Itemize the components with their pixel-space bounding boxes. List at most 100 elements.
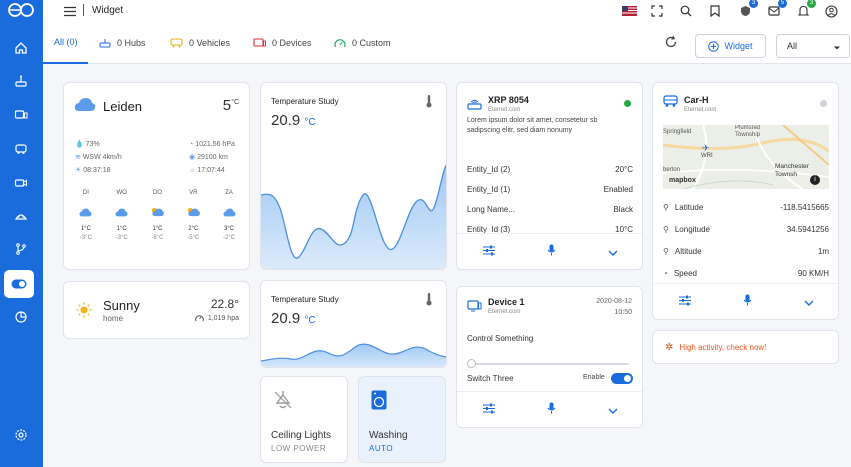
temperature-value: 20.9 [271, 310, 301, 327]
weather-temp-value: 5 [222, 97, 232, 114]
temperature-card-1: Temperature Study 20.9 °C [260, 82, 447, 270]
menu-icon[interactable] [64, 4, 76, 22]
pie-chart-icon[interactable] [8, 306, 34, 328]
sunny-temp: 22.8° [210, 297, 239, 311]
filter-tabbar: All (0) 0 Hubs 0 Vehicles 0 Devices 0 Cu… [43, 22, 851, 64]
chat-icon[interactable]: 5 [766, 0, 787, 19]
filter-select[interactable]: All [776, 34, 850, 58]
wind: WSW 4km/h [82, 154, 122, 161]
telemetry-value: -118.5415665 [780, 203, 829, 212]
control-slider-track[interactable] [469, 363, 629, 365]
map-label-township: Plumsted Township [735, 125, 761, 138]
sunny-pressure: 1,019 hpa [207, 314, 239, 322]
vehicle-icon [663, 95, 678, 113]
devices-icon[interactable] [8, 104, 34, 126]
xrp-title: XRP 8054 [488, 95, 529, 105]
location-pin-icon: ⚲ [663, 203, 669, 212]
robot-icon[interactable] [8, 205, 34, 227]
search-icon[interactable] [678, 3, 694, 19]
add-widget-label: Widget [724, 41, 753, 51]
chevron-down-icon[interactable] [608, 243, 618, 261]
location-pin-icon: ⚲ [663, 247, 669, 256]
activity-alert[interactable]: ✲ High activity, check now! [652, 330, 839, 364]
microphone-icon[interactable] [743, 293, 752, 311]
tab-devices[interactable]: 0 Devices [253, 22, 312, 64]
forecast-low: -3°C [79, 235, 92, 241]
fullscreen-icon[interactable] [649, 3, 665, 19]
bell-icon[interactable]: 3 [795, 0, 816, 19]
home-icon[interactable] [8, 37, 34, 59]
switch-three-toggle[interactable] [611, 373, 633, 384]
user-icon[interactable] [823, 3, 839, 19]
washing-card[interactable]: Washing AUTO [358, 376, 446, 463]
refresh-icon[interactable] [664, 35, 678, 54]
vehicle-map[interactable]: Springfield Plumsted Township ✈ WRI bert… [663, 125, 829, 189]
pressure: 1021.56 hPa [195, 141, 235, 148]
us-flag-icon[interactable] [621, 3, 637, 19]
vehicle-actions [653, 283, 838, 319]
sliders-icon[interactable] [679, 293, 691, 311]
tab-custom[interactable]: 0 Custom [334, 22, 391, 64]
add-widget-button[interactable]: Widget [695, 34, 766, 58]
xrp-entity-list: Entity_Id (2) 20°C Entity_Id (1) Enabled L… [467, 160, 633, 240]
widget-toggle-icon[interactable] [4, 270, 34, 298]
forecast-day-name: DO [152, 190, 162, 196]
device-subtitle: Eternet.com [488, 309, 521, 315]
forecast-day: WO 1°C -3°C [107, 190, 137, 241]
microphone-icon[interactable] [547, 401, 556, 419]
microphone-icon[interactable] [547, 243, 556, 261]
shield-icon[interactable]: 3 [737, 0, 758, 19]
forecast-day: ZA 3°C -2°C [214, 190, 244, 241]
sliders-icon[interactable] [483, 243, 495, 261]
sunrise: 08:37:18 [83, 167, 111, 174]
forecast-day-name: ZA [225, 190, 233, 196]
sunny-label: Sunny [103, 298, 140, 313]
temperature-sparkline-2 [261, 343, 446, 367]
forecast-day: DI 1°C -3°C [71, 190, 101, 241]
telemetry-key: Altitude [674, 247, 702, 256]
entity-value: 10°C [615, 225, 633, 234]
tab-label: 0 Vehicles [189, 38, 231, 48]
map-label-berton: berton [663, 167, 681, 173]
hub-icon[interactable] [8, 70, 34, 92]
sun-icon [76, 302, 92, 323]
device-datetime: 2020-08-12 10:50 [596, 296, 632, 318]
vehicle-icon[interactable] [8, 138, 34, 160]
entity-key: Long Name... [467, 205, 516, 214]
chevron-down-icon[interactable] [804, 293, 814, 311]
hub-icon [99, 38, 111, 48]
tab-vehicles[interactable]: 0 Vehicles [170, 22, 230, 64]
washing-title: Washing [369, 430, 408, 441]
device-card: Device 1 Eternet.com 2020-08-12 10:50 Con… [456, 286, 643, 428]
device-time: 10:50 [614, 309, 632, 316]
forecast-low: -6°C [151, 235, 164, 241]
entity-row: Entity_Id (3) 10°C [467, 220, 633, 240]
bookmark-icon[interactable] [707, 3, 723, 19]
chevron-down-icon[interactable] [608, 401, 618, 419]
telemetry-key-row: ⚲ Longitude [663, 219, 710, 241]
temperature-unit: °C [304, 315, 316, 326]
sliders-icon[interactable] [483, 401, 495, 419]
camera-icon[interactable] [8, 172, 34, 194]
forecast-high: 2°C [188, 226, 199, 232]
devices-icon [253, 38, 266, 48]
ceiling-lights-card[interactable]: Ceiling Lights LOW POWER [260, 376, 348, 463]
bell-badge: 3 [807, 0, 816, 8]
settings-icon[interactable] [8, 424, 34, 446]
map-info-icon[interactable]: i [810, 175, 820, 185]
telemetry-row: ⚲ Longitude 34.5941256 [663, 219, 829, 241]
cloud-icon [74, 97, 96, 117]
sunny-card: Sunny home 22.8° 1,019 hpa [63, 281, 250, 339]
top-bar: Widget 3 5 3 [43, 0, 851, 22]
xrp-actions [457, 233, 642, 269]
tab-all[interactable]: All (0) [43, 22, 88, 64]
branch-icon[interactable] [8, 238, 34, 260]
plus-circle-icon [708, 40, 720, 52]
gauge-icon [334, 38, 346, 49]
speedometer-icon: ◔ [663, 269, 668, 278]
tab-hubs[interactable]: 0 Hubs [99, 22, 146, 64]
weather-card: Leiden 5°C 💧 73% ≋ WSW 4km/h ☀ 08:37:18 … [63, 82, 250, 270]
entity-row: Entity_Id (1) Enabled [467, 180, 633, 200]
alert-icon: ✲ [665, 341, 674, 353]
control-slider-thumb[interactable] [467, 359, 476, 368]
